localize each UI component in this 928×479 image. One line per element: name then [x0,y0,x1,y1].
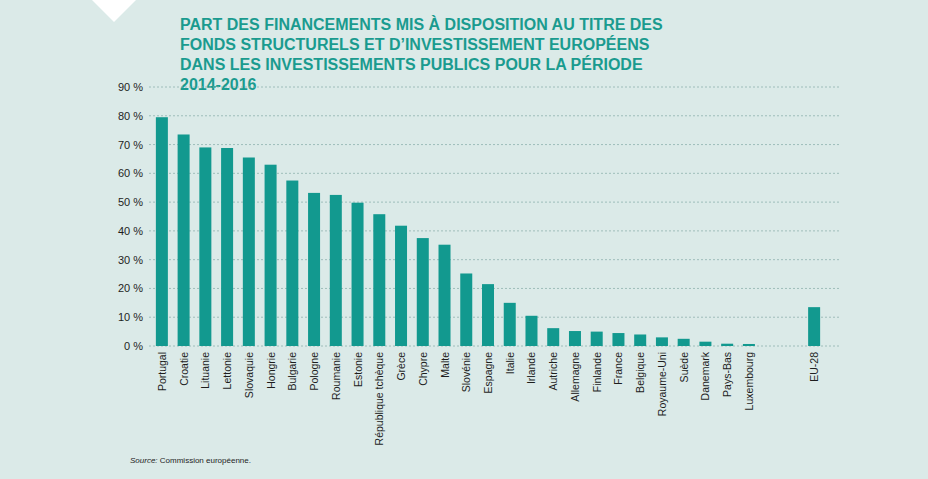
x-tick-label: Malte [439,352,451,378]
bar [373,214,385,346]
bar [178,134,190,346]
bar [547,328,559,346]
bar [330,195,342,346]
bar [678,339,690,346]
bar [221,148,233,346]
chart: PART DES FINANCEMENTS MIS À DISPOSITION … [0,0,928,479]
x-tick-label: Chypre [417,352,429,386]
background [0,0,928,479]
bar [482,284,494,346]
bar [721,344,733,346]
bar [156,117,168,346]
bar [656,337,668,346]
x-tick-label: Lettonie [221,352,233,390]
bar [395,226,407,346]
bar [504,303,516,346]
x-tick-label: EU-28 [808,352,820,382]
grid-line [149,144,840,145]
bar [634,334,646,346]
title-line: FONDS STRUCTURELS ET D’INVESTISSEMENT EU… [180,35,650,53]
title: PART DES FINANCEMENTS MIS À DISPOSITION … [180,15,663,93]
bar [591,332,603,346]
bar [439,245,451,346]
y-tick-label: 50 % [118,196,143,208]
x-tick-label: Irlande [525,352,537,384]
bar [243,158,255,346]
x-tick-label: Grèce [395,352,407,381]
y-tick-label: 40 % [118,225,143,237]
x-tick-label: France [612,352,624,385]
y-tick-label: 80 % [118,110,143,122]
bar [612,333,624,346]
bar [308,193,320,346]
bar [199,147,211,346]
bar [743,344,755,346]
title-line: DANS LES INVESTISSEMENTS PUBLICS POUR LA… [180,55,643,73]
bar [286,181,298,346]
x-tick-label: Autriche [547,352,559,391]
x-tick-label: République tchèque [373,352,385,446]
x-tick-label: Slovénie [460,352,472,392]
decoration [92,0,136,22]
y-tick-label: 90 % [118,81,143,93]
bar [352,203,364,346]
x-tick-label: Estonie [352,352,364,387]
y-axis: 0 % 10 % 20 % 30 % 40 % 50 % 60 % 70 % 80 % 90 % [118,81,840,352]
x-tick-label: Roumanie [330,352,342,400]
bar [460,273,472,346]
x-tick-label: Espagne [482,352,494,394]
x-axis: Portugal Croatie Lituanie Lettonie Slovaquie… [156,351,820,445]
grid-line [149,115,840,116]
x-tick-label: Allemagne [569,352,581,402]
y-tick-label: 10 % [118,311,143,323]
x-tick-label: Bulgarie [286,352,298,391]
x-tick-label: Portugal [156,352,168,391]
bar [699,342,711,346]
x-tick-label: Belgique [634,352,646,393]
y-tick-label: 20 % [118,282,143,294]
x-tick-label: Luxembourg [743,352,755,411]
bars [156,117,820,346]
x-tick-label: Slovaquie [243,352,255,398]
y-tick-label: 70 % [118,139,143,151]
source: Source: Commission européenne. [130,456,251,465]
title-line: PART DES FINANCEMENTS MIS À DISPOSITION … [180,15,663,33]
grid-line [149,87,840,88]
x-tick-label: Finlande [591,352,603,392]
title-line: 2014-2016 [180,76,257,93]
x-tick-label: Danemark [699,351,711,400]
x-tick-label: Italie [504,352,516,374]
x-tick-label: Pologne [308,352,320,391]
bar [569,331,581,346]
x-tick-label: Lituanie [199,352,211,389]
bar [417,238,429,346]
x-tick-label: Pays-Bas [721,352,733,397]
y-tick-label: 60 % [118,167,143,179]
bar [265,165,277,346]
bar [525,316,537,346]
x-tick-label: Hongrie [265,352,277,389]
x-tick-label: Royaume-Uni [656,352,668,416]
y-tick-label: 30 % [118,254,143,266]
source-prefix: Source: [130,456,158,465]
source-text: Commission européenne. [158,456,251,465]
bar [808,307,820,346]
y-tick-label: 0 % [124,340,143,352]
x-tick-label: Suède [678,352,690,383]
x-tick-label: Croatie [178,352,190,386]
